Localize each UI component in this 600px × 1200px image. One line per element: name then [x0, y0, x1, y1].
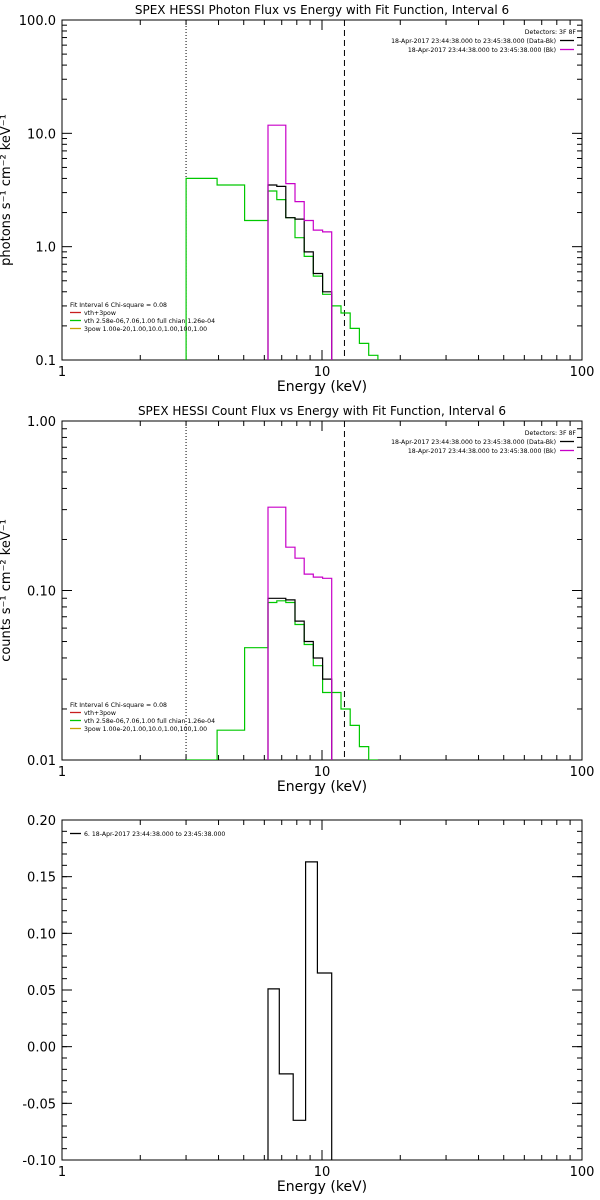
y-axis: -0.10 -0.05 0.00 0.05 0.10 0.15 0.20 — [22, 814, 582, 1169]
legend-entry: 18-Apr-2017 23:44:38.000 to 23:45:38.000… — [408, 448, 556, 455]
legend-entry: 18-Apr-2017 23:44:38.000 to 23:45:38.000… — [391, 38, 556, 45]
y-tick-label: -0.05 — [22, 1097, 56, 1112]
panel-3: 1 10 100 Energy (keV) -0.10 -0.05 0.00 0.05 0.10… — [22, 814, 594, 1195]
legend-left: Fit Interval 6 Chi-square = 0.08vth+3pow… — [70, 302, 215, 333]
y-tick-label: 0.1 — [35, 354, 56, 369]
legend-entry: Fit Interval 6 Chi-square = 0.08 — [70, 702, 167, 709]
histogram-series-1 — [267, 861, 333, 1160]
histogram-series-3 — [267, 506, 333, 760]
legend-entry: Detectors: 3F 8F — [525, 430, 577, 437]
x-axis: 1 10 100 Energy (keV) — [58, 820, 595, 1195]
y-axis-label: photons s⁻¹ cm⁻² keV⁻¹ — [0, 114, 14, 266]
legend-entry: vth+3pow — [84, 710, 116, 717]
y-axis: 0.01 0.10 1.00 counts s⁻¹ cm⁻² keV⁻¹ — [0, 415, 582, 769]
panel-1: SPEX HESSI Photon Flux vs Energy with Fi… — [0, 3, 594, 395]
x-axis: 1 10 100 Energy (keV) — [58, 20, 595, 395]
x-axis-label: Energy (keV) — [277, 1179, 367, 1195]
chart-title: SPEX HESSI Count Flux vs Energy with Fit… — [138, 404, 506, 418]
y-axis: 0.1 1.0 10.0 100.0 photons s⁻¹ cm⁻² keV⁻¹ — [0, 14, 582, 369]
x-tick-label: 100 — [570, 365, 595, 380]
legend-entry: 6. 18-Apr-2017 23:44:38.000 to 23:45:38.… — [84, 831, 225, 838]
legend-entry: Fit Interval 6 Chi-square = 0.08 — [70, 302, 167, 309]
y-tick-label: 0.15 — [27, 871, 56, 886]
x-tick-label: 1 — [58, 365, 66, 380]
x-tick-label: 100 — [570, 765, 595, 780]
histogram-series-2 — [267, 597, 333, 760]
x-axis-label: Energy (keV) — [277, 779, 367, 795]
data-series — [186, 506, 378, 760]
legend-entry: vth+3pow — [84, 310, 116, 317]
legend-entry: 18-Apr-2017 23:44:38.000 to 23:45:38.000… — [391, 439, 556, 446]
histogram-series-1 — [186, 600, 378, 760]
y-axis-label: counts s⁻¹ cm⁻² keV⁻¹ — [0, 519, 14, 662]
y-tick-label: 0.01 — [27, 754, 56, 769]
legend-entry: Detectors: 3F 8F — [525, 29, 577, 36]
panel-2: SPEX HESSI Count Flux vs Energy with Fit… — [0, 404, 594, 795]
legend-left: 6. 18-Apr-2017 23:44:38.000 to 23:45:38.… — [70, 831, 225, 838]
data-series — [185, 124, 379, 360]
plot-frame — [61, 420, 583, 761]
legend-left: Fit Interval 6 Chi-square = 0.08vth+3pow… — [70, 702, 215, 733]
y-tick-label: 10.0 — [27, 127, 56, 142]
plot-frame — [61, 819, 583, 1161]
histogram-series-3 — [267, 124, 333, 360]
histogram-series-1 — [185, 177, 379, 360]
y-tick-label: 0.20 — [27, 814, 56, 829]
y-tick-label: 100.0 — [19, 14, 56, 29]
legend-entry: vth 2.58e-06,7.06,1.00 full chian 1.26e-… — [84, 718, 215, 725]
legend-entry: vth 2.58e-06,7.06,1.00 full chian 1.26e-… — [84, 318, 215, 325]
x-axis: 1 10 100 Energy (keV) — [58, 421, 595, 795]
chart-title: SPEX HESSI Photon Flux vs Energy with Fi… — [135, 3, 509, 17]
y-tick-label: 1.0 — [35, 241, 56, 256]
legend-top-right: Detectors: 3F 8F 18-Apr-2017 23:44:38.000… — [391, 29, 576, 54]
x-tick-label: 1 — [58, 1165, 66, 1180]
legend-entry: 18-Apr-2017 23:44:38.000 to 23:45:38.000… — [408, 47, 556, 54]
histogram-series-2 — [267, 184, 333, 360]
x-tick-label: 1 — [58, 765, 66, 780]
legend-entry: 3pow 1.00e-20,1.00,10.0,1.00,100,1.00 — [84, 326, 207, 333]
x-tick-label: 10 — [314, 765, 331, 780]
y-tick-label: 0.10 — [27, 927, 56, 942]
y-tick-label: 1.00 — [27, 415, 56, 430]
plot-frame — [61, 19, 583, 361]
x-tick-label: 10 — [314, 1165, 331, 1180]
data-series — [267, 861, 333, 1160]
legend-top-right: Detectors: 3F 8F 18-Apr-2017 23:44:38.000… — [391, 430, 576, 455]
y-tick-label: 0.10 — [27, 585, 56, 600]
y-tick-label: 0.05 — [27, 984, 56, 999]
y-tick-label: 0.00 — [27, 1041, 56, 1056]
x-axis-label: Energy (keV) — [277, 379, 367, 395]
x-tick-label: 10 — [314, 365, 331, 380]
x-tick-label: 100 — [570, 1165, 595, 1180]
legend-entry: 3pow 1.00e-20,1.00,10.0,1.00,100,1.00 — [84, 726, 207, 733]
y-tick-label: -0.10 — [22, 1154, 56, 1169]
